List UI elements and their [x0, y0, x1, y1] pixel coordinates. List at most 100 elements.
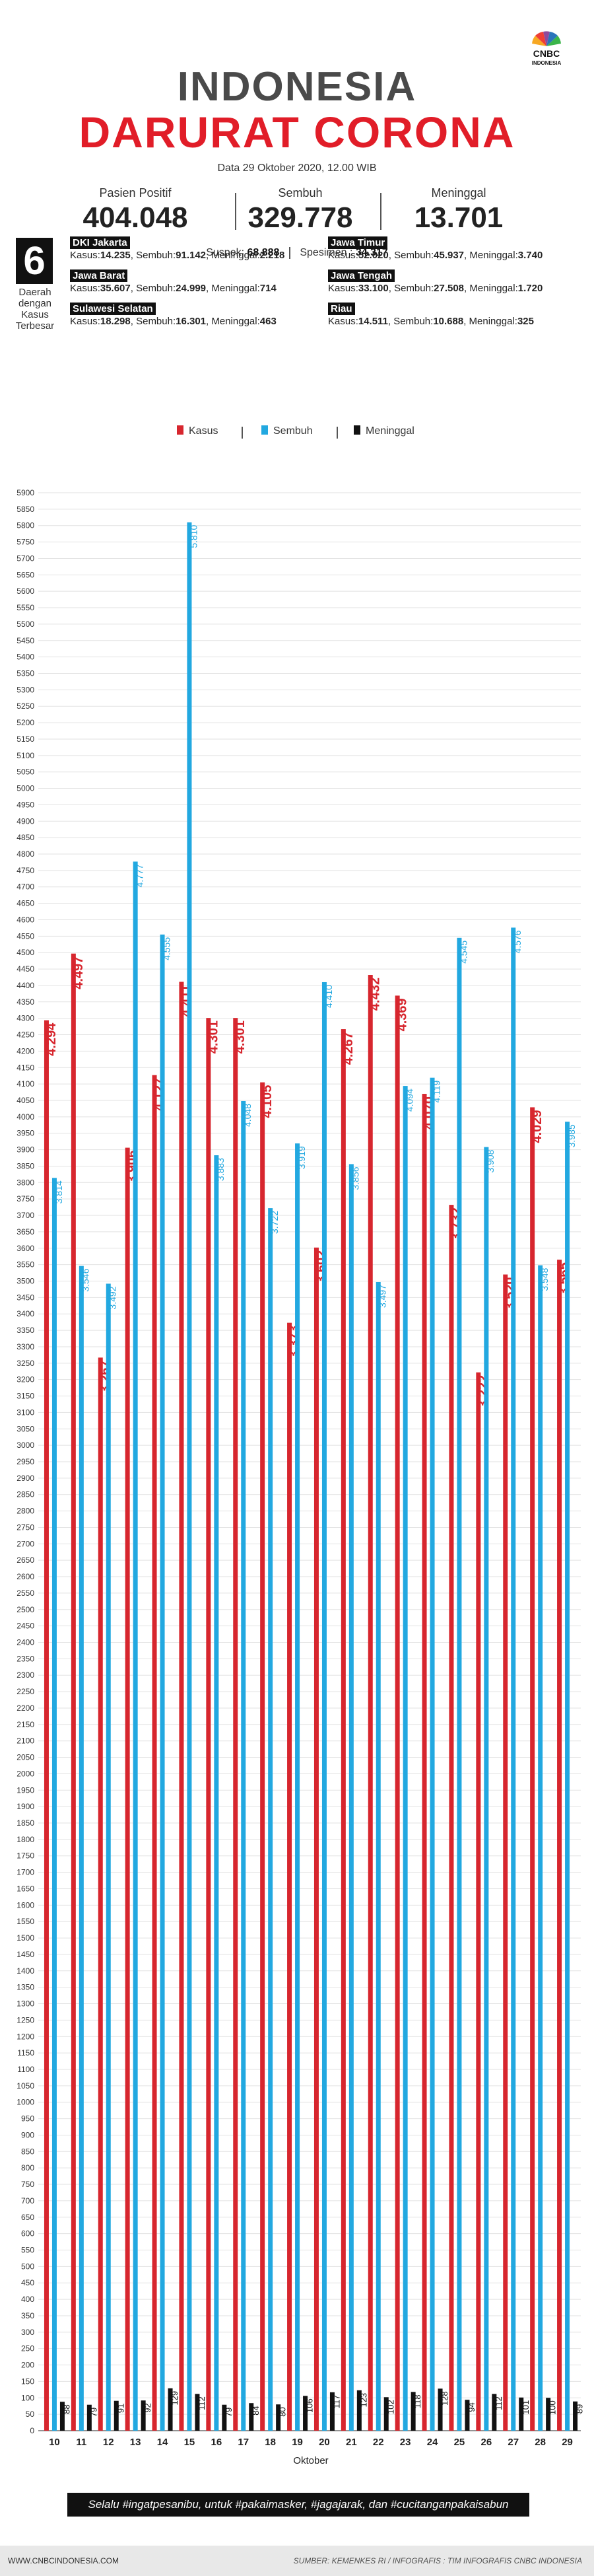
- y-tick-label: 5300: [16, 685, 34, 694]
- y-tick-label: 500: [21, 2262, 34, 2271]
- stat-deaths-label: Meninggal: [431, 186, 486, 199]
- region-detail: Kasus:35.607, Sembuh:24.999, Meninggal:7…: [70, 283, 277, 294]
- data-label-meninggal: 84: [251, 2406, 261, 2415]
- stat-deaths-value: 13.701: [414, 201, 504, 234]
- region-name: Jawa Barat: [70, 269, 128, 282]
- y-tick-label: 4550: [16, 931, 34, 941]
- y-tick-label: 2200: [16, 1703, 34, 1713]
- bar-meninggal: [86, 2404, 92, 2431]
- y-tick-label: 4600: [16, 915, 34, 924]
- bar-kasus: [98, 1357, 103, 2431]
- bar-sembuh: [430, 1077, 435, 2431]
- y-tick-label: 5100: [16, 751, 34, 760]
- data-label-meninggal: 102: [385, 2400, 395, 2414]
- y-tick-label: 4650: [16, 899, 34, 908]
- y-tick-label: 1850: [16, 1818, 34, 1828]
- y-tick-label: 3400: [16, 1309, 34, 1318]
- region-item: Riau Kasus:14.511, Sembuh:10.688, Meningg…: [328, 303, 579, 328]
- bar-kasus: [125, 1147, 130, 2431]
- y-tick-label: 3700: [16, 1211, 34, 1220]
- y-tick-label: 300: [21, 2328, 34, 2337]
- data-label-meninggal: 79: [88, 2408, 98, 2417]
- y-tick-label: 5650: [16, 570, 34, 579]
- data-label-sembuh: 3.985: [566, 1124, 577, 1147]
- y-tick-label: 3500: [16, 1276, 34, 1285]
- data-label-kasus: 4.029: [530, 1110, 544, 1143]
- bar-meninggal: [59, 2402, 65, 2431]
- data-label-meninggal: 91: [116, 2404, 125, 2413]
- y-tick-label: 2000: [16, 1769, 34, 1778]
- stat-positive: Pasien Positif 404.048: [69, 186, 201, 234]
- data-label-kasus: 4.301: [233, 1020, 248, 1054]
- data-label-meninggal: 100: [548, 2400, 558, 2415]
- bar-meninggal: [411, 2392, 416, 2431]
- data-label-sembuh: 3.492: [108, 1286, 118, 1309]
- y-tick-label: 5900: [16, 488, 34, 497]
- data-label-sembuh: 4.094: [405, 1089, 415, 1112]
- stat-recovered-label: Sembuh: [278, 186, 323, 199]
- y-tick-label: 5150: [16, 734, 34, 744]
- y-tick-label: 3350: [16, 1326, 34, 1335]
- y-tick-label: 4400: [16, 981, 34, 990]
- bar-meninggal: [303, 2396, 308, 2431]
- y-tick-label: 3450: [16, 1293, 34, 1302]
- region-name: Jawa Timur: [328, 236, 388, 249]
- y-tick-label: 4700: [16, 882, 34, 892]
- y-tick-label: 1200: [16, 2032, 34, 2041]
- x-tick-label: 26: [481, 2437, 492, 2448]
- y-tick-label: 3300: [16, 1342, 34, 1351]
- y-tick-label: 1800: [16, 1835, 34, 1844]
- legend-swatch: [261, 425, 268, 435]
- footer-source: SUMBER: KEMENKES RI / INFOGRAFIS : TIM I…: [293, 2556, 582, 2565]
- y-tick-label: 2900: [16, 1474, 34, 1483]
- y-tick-label: 5050: [16, 768, 34, 777]
- legend-divider: [337, 427, 338, 439]
- y-axis-ticks: 0 50 100 150 200 250 300 350 400 450 500 550 600 650 7…: [16, 488, 34, 2435]
- y-tick-label: 5450: [16, 636, 34, 645]
- bar-meninggal: [519, 2397, 524, 2431]
- data-label-meninggal: 117: [332, 2395, 342, 2409]
- bar-kasus: [44, 1020, 49, 2431]
- bar-sembuh: [457, 937, 462, 2431]
- y-tick-label: 1350: [16, 1983, 34, 1992]
- y-tick-label: 250: [21, 2344, 34, 2353]
- y-tick-label: 5500: [16, 620, 34, 629]
- y-tick-label: 4350: [16, 997, 34, 1007]
- y-tick-label: 4900: [16, 816, 34, 826]
- y-tick-label: 700: [21, 2196, 34, 2205]
- bar-sembuh: [79, 1266, 84, 2431]
- y-tick-label: 1100: [17, 2065, 34, 2074]
- x-tick-label: 20: [319, 2437, 330, 2448]
- data-label-meninggal: 80: [278, 2407, 288, 2416]
- data-label-kasus: 4.432: [368, 978, 383, 1011]
- legend-item-sembuh: Sembuh: [261, 425, 313, 437]
- data-label-meninggal: 92: [143, 2403, 152, 2412]
- bar-meninggal: [573, 2401, 578, 2431]
- daily-cases-chart: 0 50 100 150 200 250 300 350 400 450 500 550 600 650 7…: [16, 488, 584, 2466]
- y-tick-label: 3800: [16, 1178, 34, 1187]
- bar-sembuh: [403, 1086, 408, 2431]
- stat-recovered: Sembuh 329.778: [234, 186, 366, 234]
- region-name: DKI Jakarta: [70, 236, 130, 249]
- bar-kasus: [287, 1322, 292, 2431]
- y-tick-label: 750: [21, 2180, 34, 2189]
- data-label-sembuh: 3.883: [215, 1158, 226, 1181]
- y-tick-label: 3600: [16, 1244, 34, 1253]
- y-tick-label: 2250: [16, 1687, 34, 1696]
- region-item: Jawa Timur Kasus:52.020, Sembuh:45.937, M…: [328, 236, 579, 262]
- y-tick-label: 1250: [16, 2015, 34, 2024]
- region-detail: Kasus:14.235, Sembuh:91.142, Meninggal:2…: [70, 250, 285, 261]
- data-label-meninggal: 118: [412, 2394, 422, 2408]
- y-tick-label: 2400: [16, 1638, 34, 1647]
- x-tick-label: 19: [292, 2437, 303, 2448]
- y-tick-label: 1450: [16, 1950, 34, 1959]
- data-label-sembuh: 3.814: [53, 1180, 64, 1203]
- x-tick-label: 29: [562, 2437, 573, 2448]
- bar-meninggal: [276, 2404, 281, 2431]
- y-tick-label: 4100: [16, 1079, 34, 1089]
- data-label-sembuh: 5.810: [188, 525, 199, 548]
- y-tick-label: 0: [30, 2426, 34, 2435]
- chart-grid: [38, 492, 581, 2431]
- x-tick-label: 22: [373, 2437, 384, 2448]
- data-label-meninggal: 129: [170, 2391, 180, 2406]
